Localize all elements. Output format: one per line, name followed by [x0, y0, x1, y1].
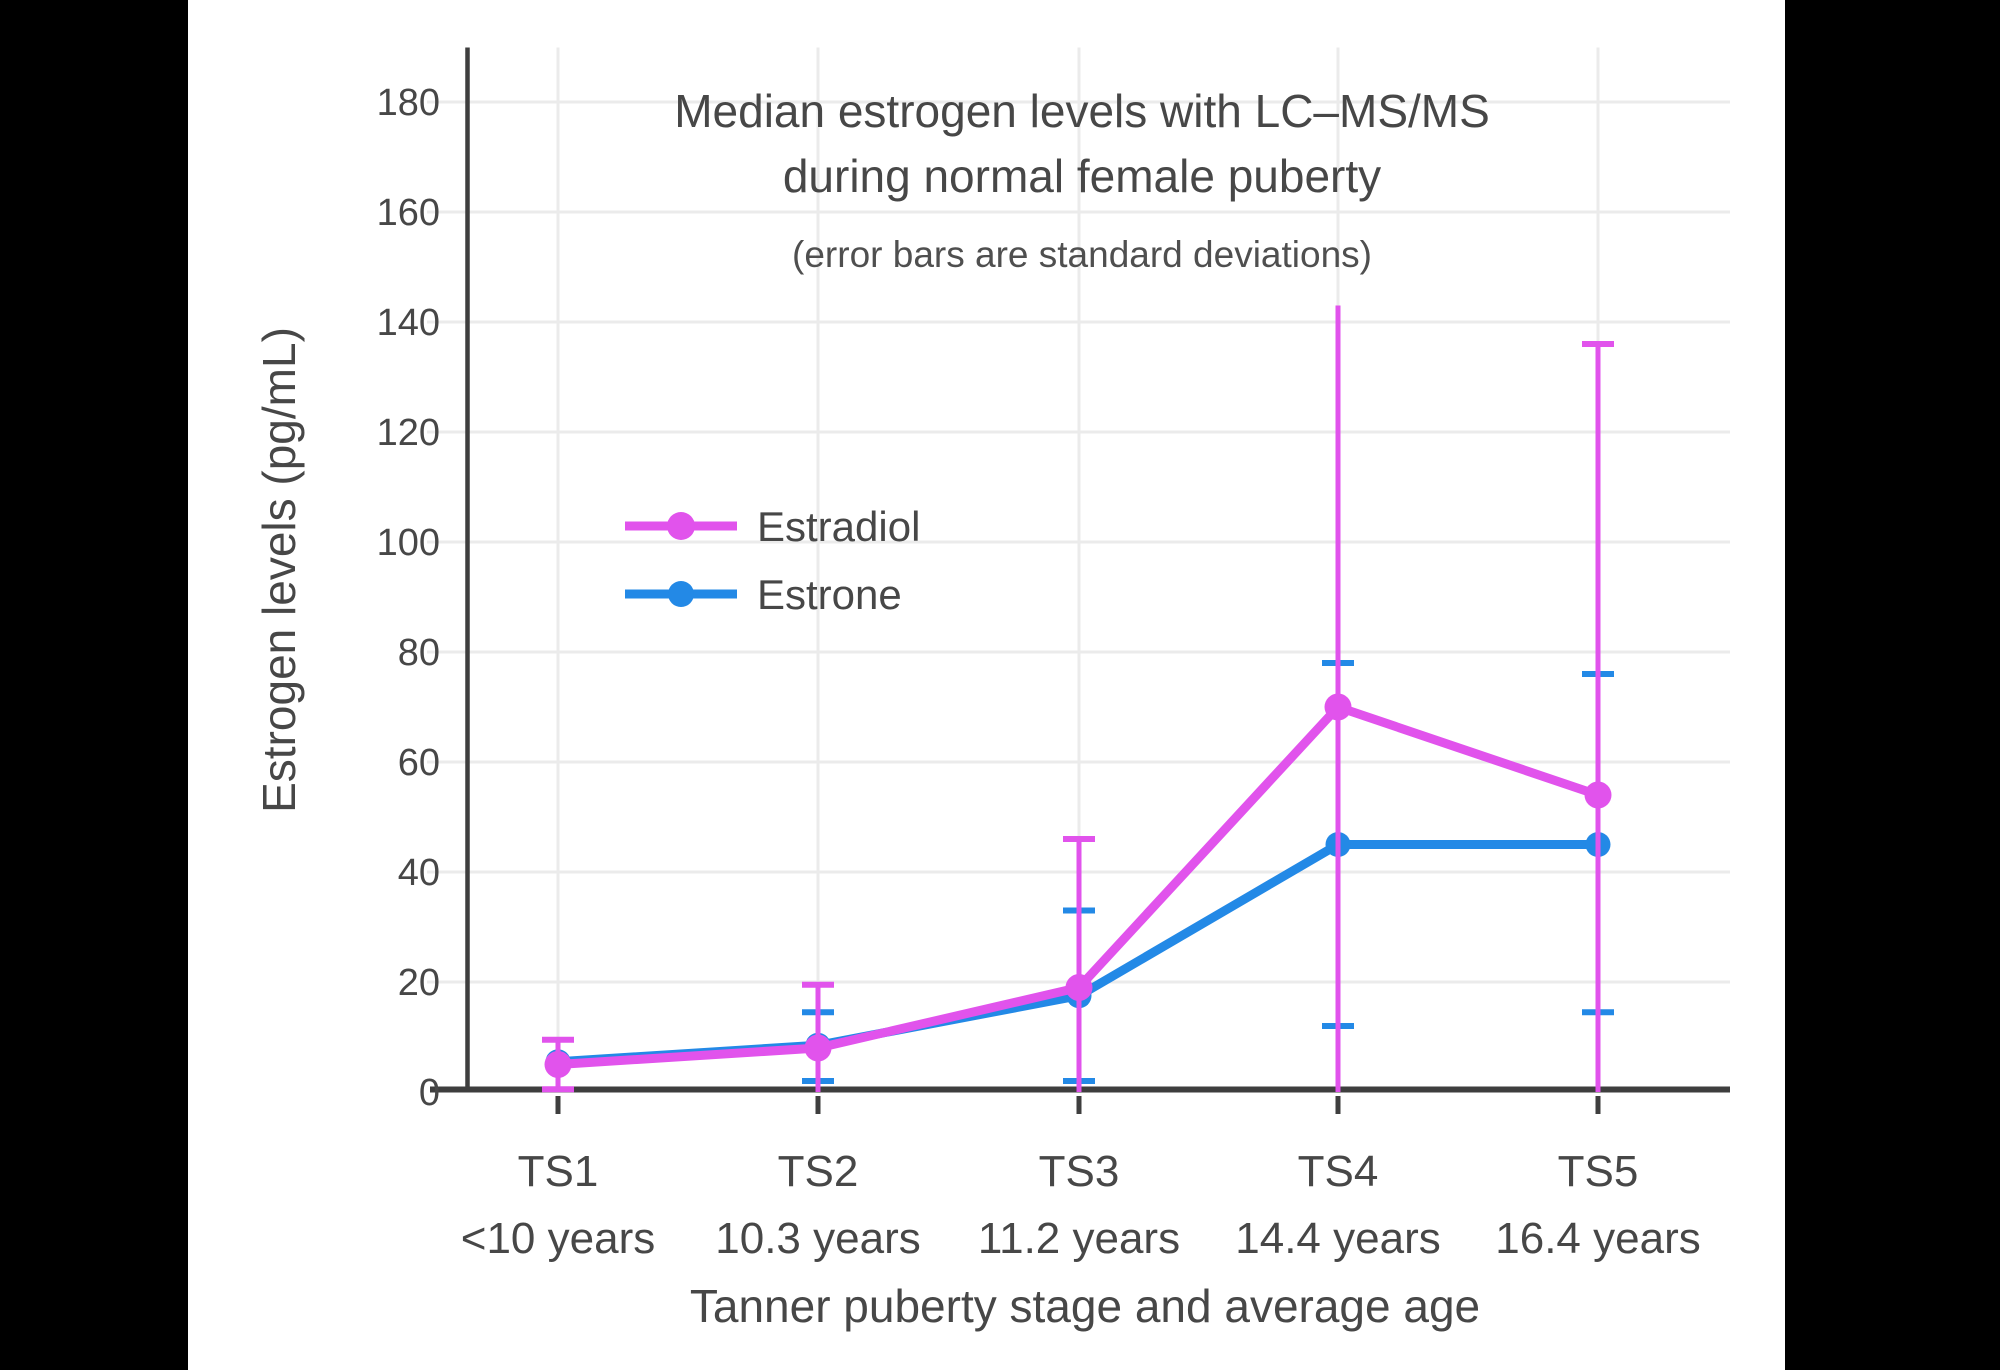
chart-title-line2: during normal female puberty: [783, 150, 1381, 202]
estradiol-point-TS4[interactable]: [1324, 693, 1352, 721]
y-tick-label-80: 80: [398, 632, 440, 674]
x-age-label-TS4: 14.4 years: [1235, 1214, 1440, 1263]
y-tick-label-20: 20: [398, 962, 440, 1004]
y-tick-label-100: 100: [377, 522, 440, 564]
estrone-legend-label: Estrone: [757, 571, 902, 618]
x-stage-label-TS4: TS4: [1298, 1147, 1379, 1196]
estradiol-point-TS5[interactable]: [1584, 781, 1612, 809]
y-tick-label-180: 180: [377, 82, 440, 124]
chart-subtitle: (error bars are standard deviations): [792, 234, 1372, 275]
estradiol-point-TS2[interactable]: [804, 1034, 832, 1062]
x-age-label-TS2: 10.3 years: [715, 1214, 920, 1263]
tick-labels-layer: 0 20 40 60 80 100 120 140 160 180 TS1 <10 years TS2 1…: [377, 82, 1701, 1263]
estrone-legend-marker: [668, 581, 694, 607]
legend-item-estrone[interactable]: Estrone: [625, 571, 902, 618]
chart-title-line1: Median estrogen levels with LC–MS/MS: [674, 85, 1490, 137]
estradiol-legend-marker: [667, 512, 695, 540]
x-age-label-TS3: 11.2 years: [978, 1214, 1180, 1263]
series-layer: [542, 305, 1614, 1093]
y-tick-label-60: 60: [398, 742, 440, 784]
x-stage-label-TS5: TS5: [1558, 1147, 1639, 1196]
legend: Estradiol Estrone: [625, 503, 920, 618]
x-age-label-TS5: 16.4 years: [1495, 1214, 1700, 1263]
x-axis-title: Tanner puberty stage and average age: [690, 1280, 1480, 1332]
x-stage-label-TS2: TS2: [778, 1147, 859, 1196]
y-tick-label-140: 140: [377, 302, 440, 344]
estradiol-point-TS1[interactable]: [544, 1051, 572, 1078]
estradiol-point-TS3[interactable]: [1065, 974, 1093, 1001]
estradiol-errorbar-TS3: [1063, 836, 1095, 1092]
legend-item-estradiol[interactable]: Estradiol: [625, 503, 920, 550]
estradiol-errorbar-TS5: [1582, 341, 1614, 1092]
y-tick-label-40: 40: [398, 852, 440, 894]
chart-canvas: [188, 0, 1785, 1370]
y-axis-title: Estrogen levels (pg/mL): [253, 327, 305, 813]
y-tick-label-120: 120: [377, 412, 440, 454]
y-tick-label-160: 160: [377, 192, 440, 234]
x-age-label-TS1: <10 years: [461, 1214, 655, 1263]
x-stage-label-TS1: TS1: [518, 1147, 599, 1196]
estradiol-legend-label: Estradiol: [757, 503, 920, 550]
x-stage-label-TS3: TS3: [1039, 1147, 1120, 1196]
y-tick-label-0: 0: [419, 1072, 440, 1114]
